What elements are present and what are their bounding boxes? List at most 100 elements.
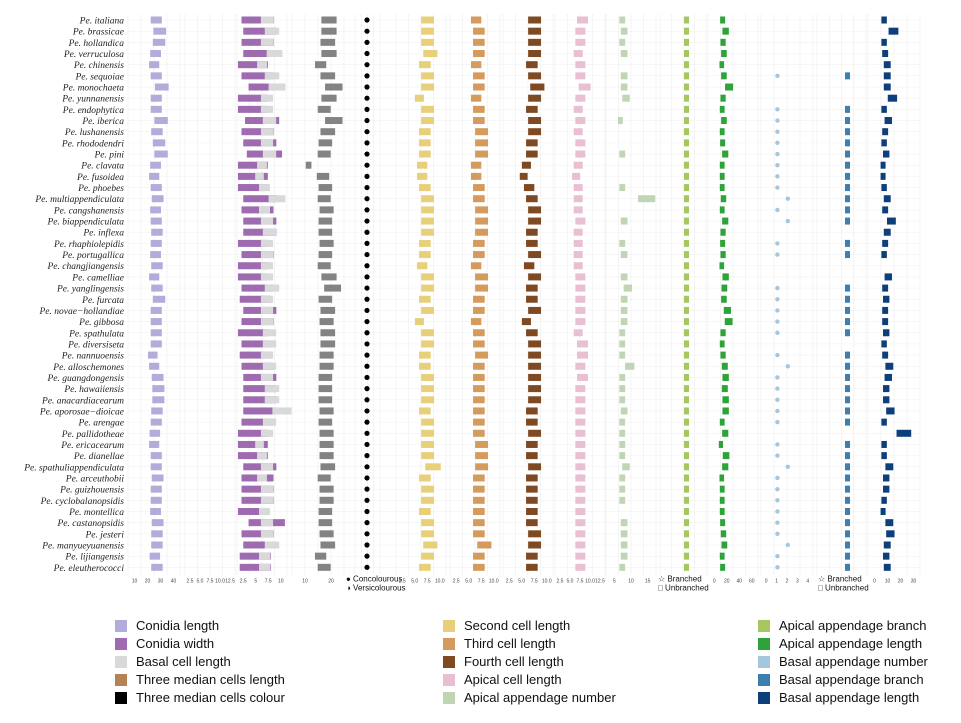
- tick-label: 15: [645, 578, 651, 584]
- data-bar: [260, 128, 274, 136]
- data-bar: [239, 552, 271, 560]
- tick-label: 20: [724, 578, 730, 584]
- data-bar: [528, 362, 542, 370]
- data-bar: [414, 318, 424, 326]
- data-bar: [421, 306, 435, 314]
- data-bar: [882, 329, 890, 337]
- data-point: [775, 509, 780, 514]
- species-label: Pe. changjiangensis: [46, 262, 124, 272]
- data-bar: [259, 206, 270, 214]
- data-point: [775, 252, 780, 257]
- data-bar: [421, 117, 435, 125]
- data-point: [775, 531, 780, 537]
- data-bar: [473, 72, 485, 80]
- tick-label: 20: [328, 578, 334, 584]
- data-bar: [241, 16, 274, 24]
- colour-dot: [364, 352, 370, 358]
- data-bar: [523, 262, 535, 270]
- data-bar: [154, 117, 168, 125]
- data-bar: [573, 105, 583, 113]
- colour-dot: [364, 553, 370, 559]
- data-bar: [475, 128, 489, 136]
- data-bar: [316, 172, 330, 180]
- data-bar: [243, 195, 277, 203]
- tick-label: 5.0: [465, 578, 472, 584]
- data-bar: [262, 340, 277, 348]
- data-point: [775, 308, 780, 313]
- data-bar: [721, 72, 727, 80]
- data-bar: [150, 72, 162, 80]
- data-bar: [619, 329, 626, 337]
- data-bar: [721, 50, 727, 58]
- swatch-icon: [443, 691, 455, 704]
- branch-marker: [845, 195, 850, 203]
- branch-marker: [845, 217, 850, 225]
- data-bar: [264, 385, 280, 393]
- branch-marker: [684, 463, 689, 471]
- data-bar: [150, 217, 162, 225]
- branch-marker: [684, 239, 689, 247]
- data-bar: [719, 105, 725, 113]
- data-bar: [526, 228, 538, 236]
- data-bar: [473, 563, 485, 571]
- branch-marker: [684, 206, 689, 214]
- species-label: Pe. novae−hollandiae: [39, 307, 125, 317]
- data-bar: [881, 38, 887, 46]
- data-bar: [526, 195, 538, 203]
- data-bar: [150, 206, 161, 214]
- data-bar: [526, 474, 538, 482]
- data-bar: [528, 27, 542, 35]
- data-bar: [475, 228, 489, 236]
- data-bar: [268, 83, 286, 91]
- swatch-icon: [758, 691, 770, 704]
- data-bar: [416, 262, 428, 270]
- legend-item-apical-branch: Apical appendage branch: [758, 618, 926, 633]
- data-bar: [421, 452, 435, 460]
- data-bar: [575, 27, 586, 35]
- colour-dot: [364, 184, 370, 191]
- data-bar: [722, 452, 730, 460]
- data-bar: [421, 396, 435, 404]
- data-point: [775, 375, 780, 380]
- legend-label: Basal appendage branch: [779, 672, 924, 687]
- data-bar: [320, 38, 336, 46]
- data-bar: [255, 440, 264, 448]
- swatch-icon: [758, 655, 770, 668]
- data-point: [775, 386, 780, 391]
- data-bar: [620, 407, 628, 415]
- data-bar: [619, 452, 626, 460]
- data-bar: [473, 530, 485, 538]
- data-bar: [526, 507, 538, 515]
- data-bar: [257, 161, 267, 169]
- data-point: [775, 118, 780, 123]
- data-bar: [473, 362, 485, 370]
- data-bar: [620, 541, 628, 549]
- data-bar: [575, 519, 586, 527]
- data-bar: [151, 519, 164, 527]
- data-bar: [887, 94, 898, 102]
- colour-dot: [364, 542, 370, 548]
- species-label: Pe. arceuthobii: [65, 474, 125, 484]
- data-bar: [260, 217, 274, 225]
- data-bar: [473, 485, 485, 493]
- colour-dot: [364, 408, 370, 414]
- branch-marker: [845, 563, 850, 571]
- data-bar: [619, 396, 626, 404]
- data-bar: [150, 463, 162, 471]
- data-bar: [575, 362, 586, 370]
- swatch-icon: [443, 619, 455, 632]
- data-point: [775, 129, 780, 134]
- data-bar: [149, 172, 160, 180]
- data-point: [775, 140, 780, 146]
- data-bar: [243, 541, 277, 549]
- legend-item-basal-length: Basal appendage length: [758, 690, 919, 705]
- data-bar: [473, 27, 485, 35]
- data-bar: [237, 184, 268, 192]
- data-bar: [319, 362, 334, 370]
- data-point: [775, 442, 780, 447]
- data-bar: [719, 172, 725, 180]
- data-bar: [528, 217, 542, 225]
- data-bar: [260, 530, 274, 538]
- data-bar: [473, 306, 485, 314]
- data-bar: [573, 251, 583, 259]
